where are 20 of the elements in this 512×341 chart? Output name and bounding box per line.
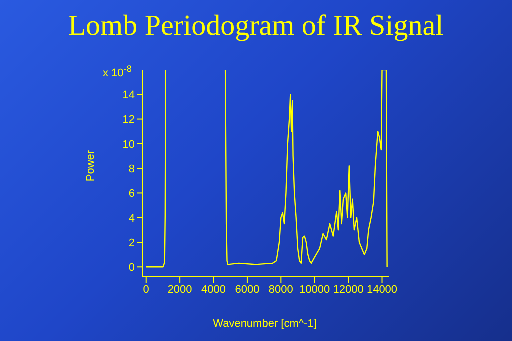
y-tick-label: 4: [128, 212, 135, 225]
x-tick-label: 4000: [202, 284, 226, 296]
y-tick-label: 2: [128, 237, 135, 250]
x-tick-label: 6000: [235, 284, 260, 296]
x-axis-title: Wavenumber [cm^-1]: [213, 318, 317, 330]
y-tick-label: 0: [128, 262, 135, 274]
y-tick-label: 8: [128, 163, 135, 176]
y-tick-label: 12: [122, 114, 135, 126]
y-tick-label: 10: [122, 138, 135, 151]
x-tick-label: 10000: [300, 284, 330, 296]
x-tick-label: 2000: [168, 284, 192, 296]
x-tick-label: 14000: [366, 284, 398, 296]
y-tick-label: 6: [128, 188, 135, 200]
y-axis-title: Power: [85, 150, 97, 182]
chart-title: Lomb Periodogram of IR Signal: [67, 10, 445, 43]
y-tick-label: 14: [122, 90, 135, 102]
x-tick-label: 8000: [268, 284, 294, 296]
x-tick-label: 0: [143, 284, 150, 296]
x-tick-label: 12000: [333, 284, 364, 296]
text: x 10$^{-8}$: [103, 64, 132, 80]
